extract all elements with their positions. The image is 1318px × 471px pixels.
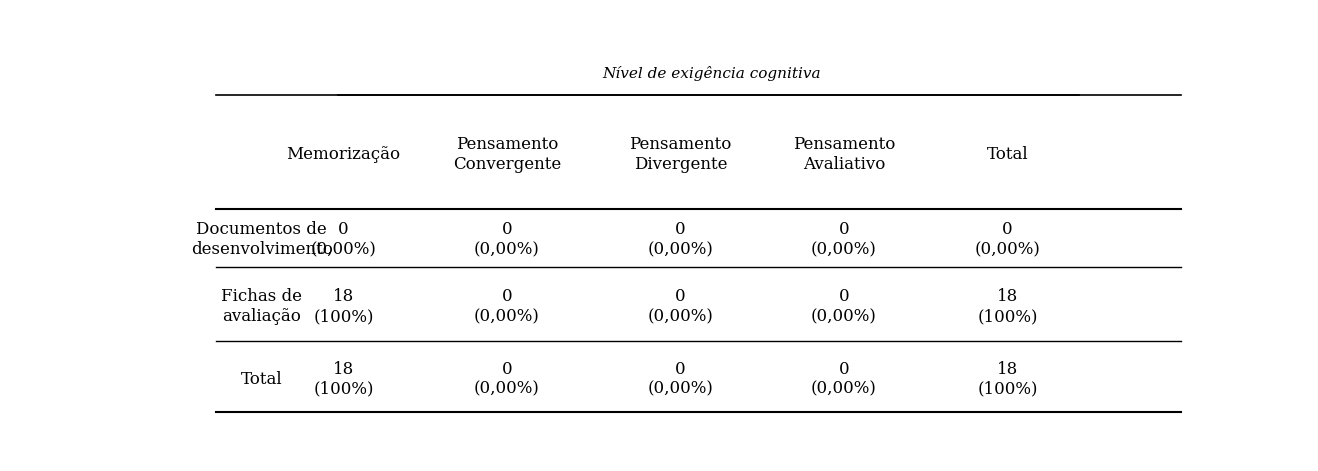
Text: Nível de exigência cognitiva: Nível de exigência cognitiva: [602, 65, 821, 81]
Text: 0
(0,00%): 0 (0,00%): [811, 288, 876, 325]
Text: 0
(0,00%): 0 (0,00%): [647, 288, 713, 325]
Text: Pensamento
Avaliativo: Pensamento Avaliativo: [793, 136, 895, 173]
Text: 18
(100%): 18 (100%): [314, 288, 374, 325]
Text: Total: Total: [241, 371, 282, 388]
Text: Pensamento
Divergente: Pensamento Divergente: [630, 136, 731, 173]
Text: 0
(0,00%): 0 (0,00%): [311, 221, 377, 258]
Text: 18
(100%): 18 (100%): [977, 288, 1037, 325]
Text: 0
(0,00%): 0 (0,00%): [474, 288, 540, 325]
Text: 18
(100%): 18 (100%): [977, 361, 1037, 398]
Text: Documentos de
desenvolvimento: Documentos de desenvolvimento: [191, 221, 332, 258]
Text: 18
(100%): 18 (100%): [314, 361, 374, 398]
Text: 0
(0,00%): 0 (0,00%): [474, 221, 540, 258]
Text: Memorização: Memorização: [286, 146, 401, 163]
Text: 0
(0,00%): 0 (0,00%): [811, 221, 876, 258]
Text: Pensamento
Convergente: Pensamento Convergente: [453, 136, 561, 173]
Text: Total: Total: [987, 146, 1028, 163]
Text: Fichas de
avaliação: Fichas de avaliação: [221, 288, 302, 325]
Text: 0
(0,00%): 0 (0,00%): [811, 361, 876, 398]
Text: 0
(0,00%): 0 (0,00%): [647, 221, 713, 258]
Text: 0
(0,00%): 0 (0,00%): [474, 361, 540, 398]
Text: 0
(0,00%): 0 (0,00%): [647, 361, 713, 398]
Text: 0
(0,00%): 0 (0,00%): [974, 221, 1040, 258]
